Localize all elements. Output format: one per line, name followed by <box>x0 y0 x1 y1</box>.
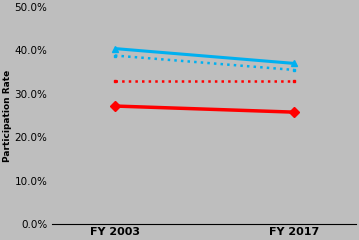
Red solid <box>113 105 117 108</box>
Line: Red solid: Red solid <box>111 102 297 116</box>
Line: Blue dotted: Blue dotted <box>113 54 295 71</box>
Blue solid (upper) <box>292 62 296 65</box>
Y-axis label: Participation Rate: Participation Rate <box>3 70 12 162</box>
Red solid <box>292 111 296 114</box>
Red dotted <box>113 79 117 82</box>
Blue dotted <box>113 54 117 57</box>
Blue solid (upper) <box>113 47 117 50</box>
Blue dotted <box>292 68 296 71</box>
Line: Blue solid (upper): Blue solid (upper) <box>112 46 297 66</box>
Red dotted <box>292 79 296 82</box>
Line: Red dotted: Red dotted <box>113 79 295 82</box>
